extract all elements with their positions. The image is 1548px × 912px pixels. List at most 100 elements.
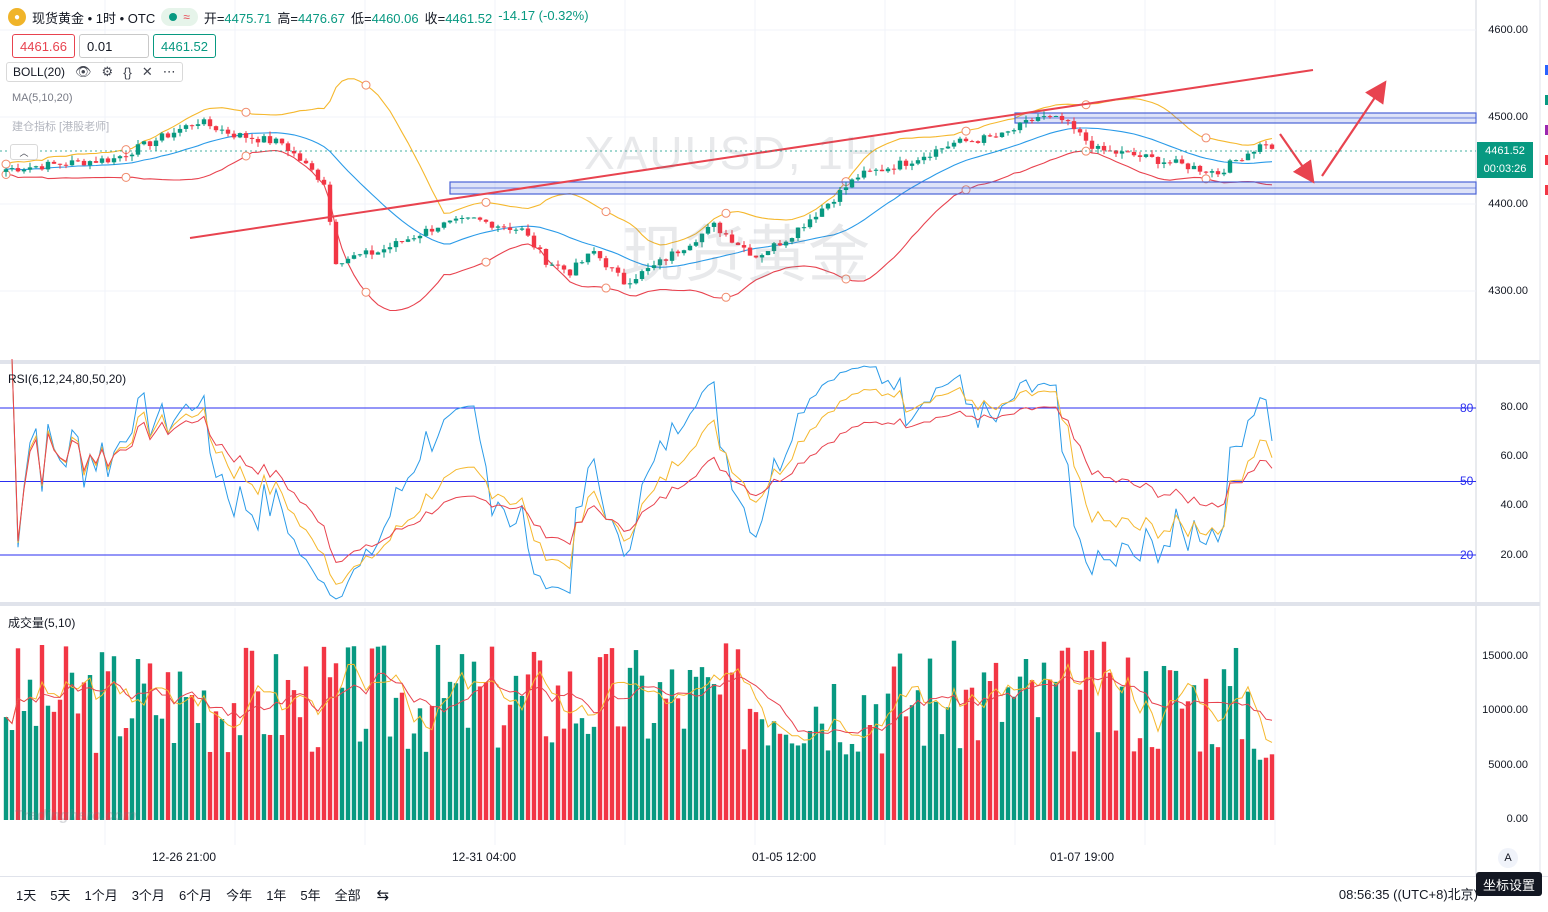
candle-body — [645, 268, 651, 272]
candle-body — [513, 229, 519, 231]
candle-body — [429, 228, 435, 232]
volume-bar — [213, 711, 219, 820]
volume-bar — [795, 745, 801, 820]
volume-bar — [1131, 751, 1137, 820]
timeframe-ytd[interactable]: 今年 — [226, 888, 253, 903]
volume-bar — [873, 704, 879, 820]
collapse-indicators-chevron-icon[interactable]: ︿ — [10, 144, 38, 160]
candle-body — [549, 264, 555, 266]
candle-body — [1227, 160, 1233, 173]
volume-bar — [627, 667, 633, 820]
candle-body — [627, 283, 633, 285]
timezone-clock[interactable]: 08:56:35 ((UTC+8)北京) — [1338, 887, 1478, 902]
candle-body — [369, 250, 375, 255]
symbol-title[interactable]: 现货黄金 • 1时 • OTC — [32, 10, 156, 26]
volume-bar — [981, 672, 987, 820]
timeframe-6m[interactable]: 6个月 — [178, 888, 213, 903]
volume-bar — [1215, 747, 1221, 820]
timeframe-5y[interactable]: 5年 — [300, 888, 321, 903]
boll-indicator-row[interactable]: BOLL(20) 👁 ⚙ {} ✕ ⋯ — [6, 62, 183, 82]
market-status-pill[interactable]: ≈ — [161, 8, 198, 26]
buy-button[interactable]: 4461.52 — [153, 34, 216, 58]
settings-gear-icon[interactable]: ⚙ — [101, 64, 114, 79]
boll-marker — [721, 208, 731, 218]
candle-body — [1143, 154, 1149, 157]
volume-bar — [1161, 665, 1167, 820]
volume-bar — [201, 690, 207, 820]
volume-bar — [231, 703, 237, 820]
timeframe-all[interactable]: 全部 — [334, 888, 361, 903]
volume-bar — [15, 648, 21, 820]
auto-scale-button[interactable]: A — [1498, 848, 1518, 868]
volume-bar — [945, 707, 951, 820]
volume-bar — [117, 736, 123, 820]
volume-bar — [1245, 691, 1251, 820]
quantity-input[interactable]: 0.01 — [79, 34, 149, 58]
volume-bar — [285, 679, 291, 820]
candle-body — [975, 141, 981, 143]
rsi-title[interactable]: RSI(6,12,24,80,50,20) — [8, 372, 127, 386]
volume-bar — [123, 728, 129, 820]
volume-bar — [51, 711, 57, 820]
candle-body — [663, 259, 669, 261]
volume-axis-label: 15000.00 — [1482, 650, 1528, 662]
timeframe-1y[interactable]: 1年 — [266, 888, 287, 903]
volume-bar — [789, 743, 795, 820]
candle-body — [507, 227, 513, 230]
volume-bar — [1263, 757, 1269, 820]
candle-body — [1209, 171, 1215, 173]
volume-bar — [897, 653, 903, 820]
volume-bar — [807, 730, 813, 820]
more-options-icon[interactable]: ⋯ — [162, 64, 176, 79]
volume-bar — [255, 691, 261, 820]
date-range-calendar-icon[interactable]: ⇆ — [376, 886, 390, 904]
candle-body — [1041, 116, 1047, 118]
timeframe-3m[interactable]: 3个月 — [131, 888, 165, 903]
eye-icon[interactable]: 👁 — [75, 64, 92, 79]
candle-body — [3, 169, 9, 172]
hidden-indicator-label[interactable]: 建仓指标 [港股老师] — [12, 121, 110, 133]
volume-bar — [783, 734, 789, 820]
volume-bar — [345, 647, 351, 820]
timeframe-1d[interactable]: 1天 — [16, 888, 37, 903]
candle-body — [1125, 151, 1131, 153]
rsi-12-line — [11, 358, 1273, 585]
candle-body — [423, 228, 429, 236]
close-icon[interactable]: ✕ — [141, 64, 153, 79]
candle-body — [1095, 145, 1101, 149]
candle-body — [267, 136, 273, 144]
time-axis-label: 01-07 19:00 — [1050, 850, 1115, 864]
volume-title[interactable]: 成交量(5,10) — [8, 616, 76, 630]
sell-button[interactable]: 4461.66 — [12, 34, 75, 58]
symbol-header: ● 现货黄金 • 1时 • OTC ≈ 开=4475.71 高=4476.67 … — [8, 6, 589, 28]
volume-bar — [1191, 685, 1197, 820]
volume-bar — [753, 712, 759, 820]
volume-bar — [423, 751, 429, 820]
volume-bar — [459, 654, 465, 820]
volume-bar — [135, 659, 141, 820]
candle-body — [357, 254, 363, 256]
volume-bar — [501, 725, 507, 820]
candle-body — [1257, 144, 1263, 152]
candle-body — [603, 258, 609, 268]
volume-axis-label: 0.00 — [1506, 813, 1528, 825]
coordinate-settings-button[interactable]: 坐标设置 — [1476, 872, 1542, 896]
candle-body — [327, 184, 333, 222]
candle-body — [201, 119, 207, 125]
candle-body — [1167, 162, 1173, 164]
candle-body — [1233, 160, 1239, 162]
timeframe-5d[interactable]: 5天 — [50, 888, 71, 903]
timeframe-1m[interactable]: 1个月 — [84, 888, 118, 903]
gold-logo-icon: ● — [8, 8, 26, 26]
volume-bar — [675, 698, 681, 820]
candle-body — [561, 265, 567, 270]
source-code-icon[interactable]: {} — [123, 64, 132, 80]
ma-label[interactable]: MA(5,10,20) — [12, 92, 73, 104]
side-marker — [1545, 125, 1548, 135]
candle-body — [1251, 151, 1257, 154]
volume-bar — [1119, 686, 1125, 820]
open-label: 开= — [203, 10, 225, 26]
open-value: 4475.71 — [224, 10, 272, 26]
candle-body — [333, 221, 339, 265]
